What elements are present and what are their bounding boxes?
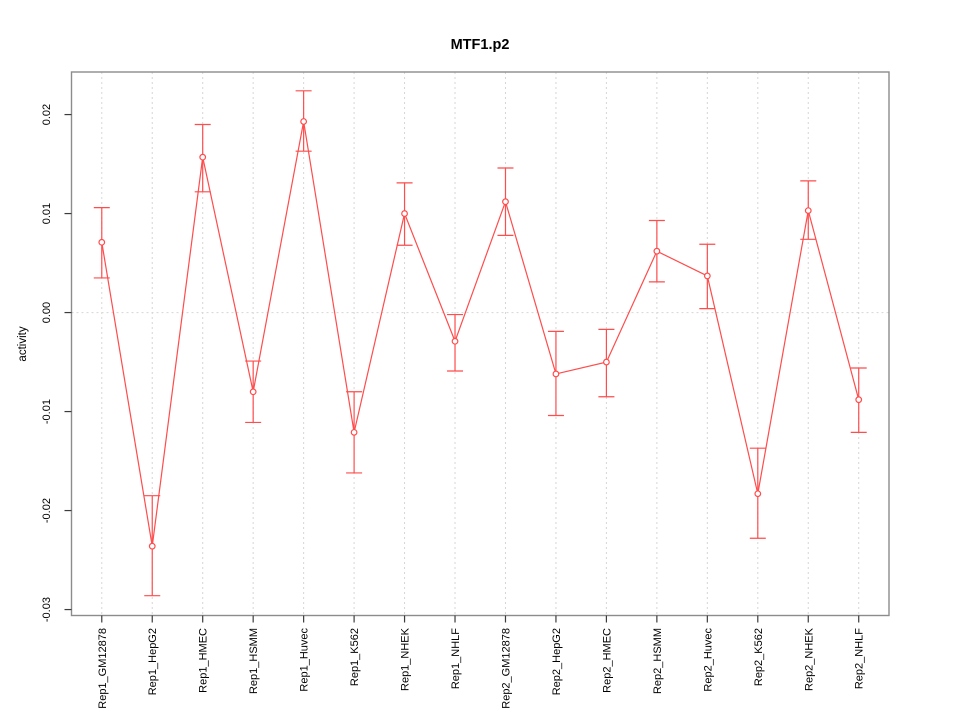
data-point-marker — [552, 370, 560, 378]
data-point-marker — [148, 542, 156, 550]
x-tick-label: Rep2_NHLF — [854, 628, 866, 689]
x-tick-label: Rep2_HSMM — [652, 628, 664, 694]
y-tick-label: 0.00 — [41, 302, 53, 323]
data-point-marker — [98, 238, 106, 246]
x-tick-label: Rep2_HepG2 — [551, 628, 563, 695]
series-layer — [93, 90, 867, 597]
y-axis-label: activity — [17, 326, 29, 361]
x-tick-label: Rep1_NHEK — [400, 627, 412, 691]
data-point-marker — [703, 272, 711, 280]
data-point-marker — [350, 428, 358, 436]
x-tick-label: Rep2_GM12878 — [500, 628, 512, 709]
x-tick-label: Rep1_HSMM — [248, 628, 260, 694]
data-point-marker — [804, 207, 812, 214]
data-point-marker — [754, 490, 762, 498]
x-tick-label: Rep1_Huvec — [299, 628, 311, 692]
y-tick-label: -0.02 — [41, 498, 53, 523]
chart-title: MTF1.p2 — [451, 37, 510, 53]
x-tick-label: Rep1_GM12878 — [97, 628, 109, 709]
y-tick-label: -0.03 — [41, 597, 53, 622]
axis-layer: -0.03 -0.02 -0.01 0.00 0.01 0.02 Rep1_GM12878 R… — [41, 104, 866, 709]
x-tick-label: Rep2_K562 — [753, 628, 765, 686]
x-tick-label: Rep2_HMEC — [601, 628, 613, 693]
plot-box — [70, 71, 890, 617]
data-point-marker — [199, 153, 207, 161]
data-point-marker — [855, 396, 863, 404]
plot-frame — [70, 71, 890, 617]
data-point-marker — [451, 337, 459, 345]
data-point-marker — [300, 118, 308, 125]
x-tick-label: Rep1_NHLF — [450, 628, 462, 689]
data-point-marker — [653, 247, 661, 255]
y-tick-label: 0.01 — [41, 203, 53, 224]
data-point-marker — [249, 388, 257, 396]
x-tick-label: Rep2_Huvec — [702, 628, 714, 692]
series-line — [101, 121, 860, 547]
x-tick-label: Rep1_K562 — [349, 628, 361, 686]
x-tick-label: Rep1_HMEC — [198, 628, 210, 693]
data-point-marker — [502, 198, 509, 206]
x-tick-label: Rep2_NHEK — [803, 627, 815, 691]
data-point-marker — [401, 210, 408, 217]
y-tick-label: 0.02 — [41, 104, 53, 125]
x-tick-label: Rep1_HepG2 — [147, 628, 159, 695]
y-tick-label: -0.01 — [41, 399, 53, 424]
grid-layer — [71, 72, 889, 616]
data-point-marker — [603, 358, 610, 366]
